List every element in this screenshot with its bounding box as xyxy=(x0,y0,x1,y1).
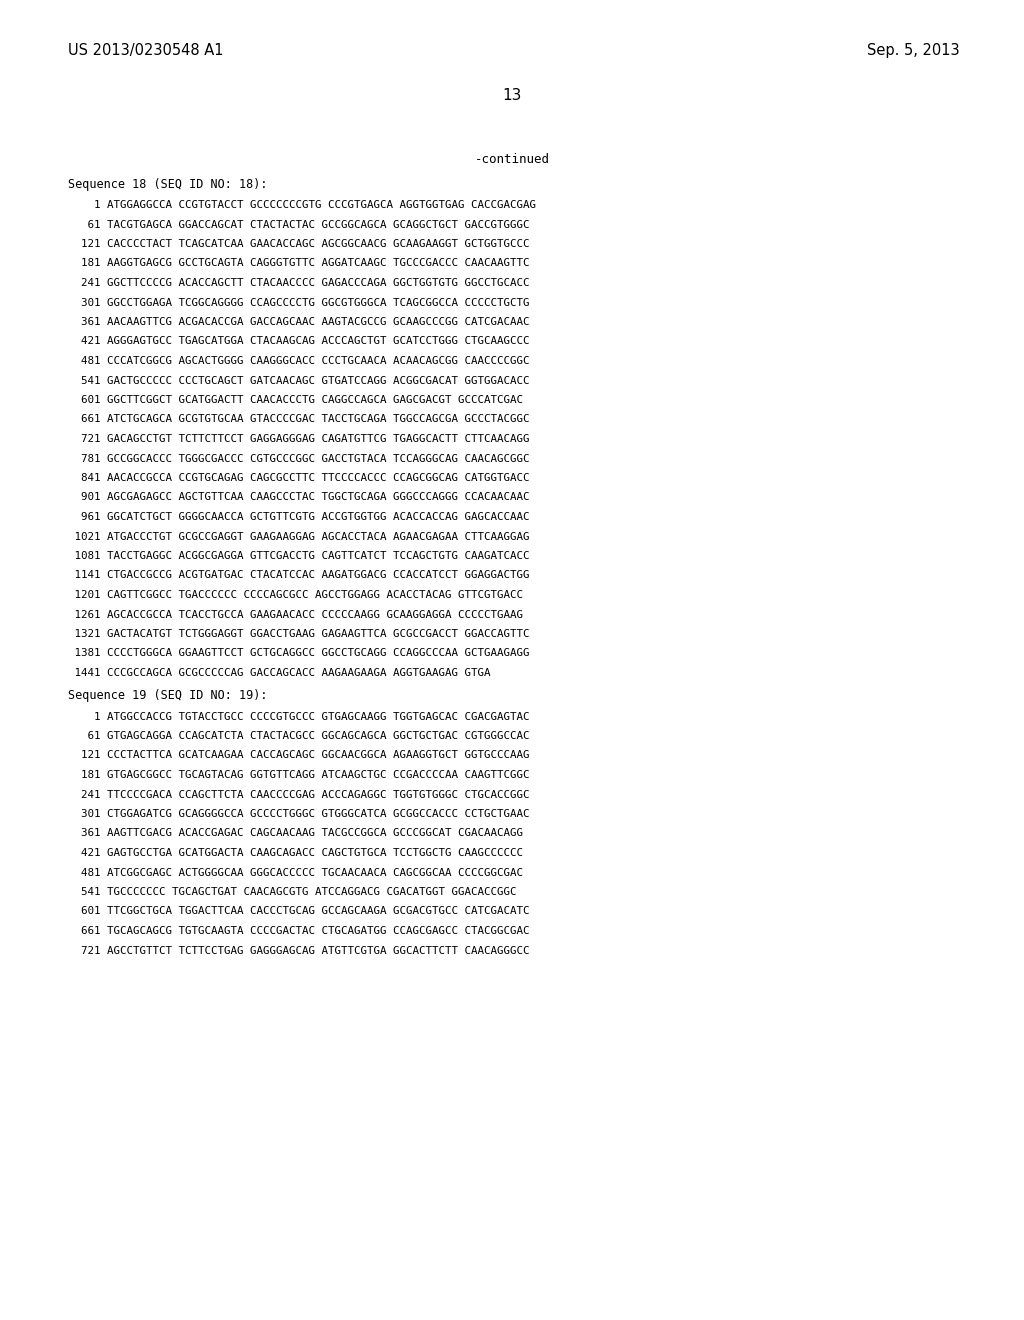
Text: 1 ATGGCCACCG TGTACCTGCC CCCCGTGCCC GTGAGCAAGG TGGTGAGCAC CGACGAGTAC: 1 ATGGCCACCG TGTACCTGCC CCCCGTGCCC GTGAG… xyxy=(68,711,529,722)
Text: -continued: -continued xyxy=(474,153,550,166)
Text: Sequence 18 (SEQ ID NO: 18):: Sequence 18 (SEQ ID NO: 18): xyxy=(68,178,267,191)
Text: 301 GGCCTGGAGA TCGGCAGGGG CCAGCCCCTG GGCGTGGGCA TCAGCGGCCA CCCCCTGCTG: 301 GGCCTGGAGA TCGGCAGGGG CCAGCCCCTG GGC… xyxy=(68,297,529,308)
Text: 661 TGCAGCAGCG TGTGCAAGTA CCCCGACTAC CTGCAGATGG CCAGCGAGCC CTACGGCGAC: 661 TGCAGCAGCG TGTGCAAGTA CCCCGACTAC CTG… xyxy=(68,927,529,936)
Text: 181 GTGAGCGGCC TGCAGTACAG GGTGTTCAGG ATCAAGCTGC CCGACCCCAA CAAGTTCGGC: 181 GTGAGCGGCC TGCAGTACAG GGTGTTCAGG ATC… xyxy=(68,770,529,780)
Text: 721 AGCCTGTTCT TCTTCCTGAG GAGGGAGCAG ATGTTCGTGA GGCACTTCTT CAACAGGGCC: 721 AGCCTGTTCT TCTTCCTGAG GAGGGAGCAG ATG… xyxy=(68,945,529,956)
Text: 421 GAGTGCCTGA GCATGGACTA CAAGCAGACC CAGCTGTGCA TCCTGGCTG CAAGCCCCCC: 421 GAGTGCCTGA GCATGGACTA CAAGCAGACC CAG… xyxy=(68,847,523,858)
Text: 241 GGCTTCCCCG ACACCAGCTT CTACAACCCC GAGACCCAGA GGCTGGTGTG GGCCTGCACC: 241 GGCTTCCCCG ACACCAGCTT CTACAACCCC GAG… xyxy=(68,279,529,288)
Text: 1261 AGCACCGCCA TCACCTGCCA GAAGAACACC CCCCCAAGG GCAAGGAGGA CCCCCTGAAG: 1261 AGCACCGCCA TCACCTGCCA GAAGAACACC CC… xyxy=(68,610,523,619)
Text: 421 AGGGAGTGCC TGAGCATGGA CTACAAGCAG ACCCAGCTGT GCATCCTGGG CTGCAAGCCC: 421 AGGGAGTGCC TGAGCATGGA CTACAAGCAG ACC… xyxy=(68,337,529,346)
Text: 61 GTGAGCAGGA CCAGCATCTA CTACTACGCC GGCAGCAGCA GGCTGCTGAC CGTGGGCCAC: 61 GTGAGCAGGA CCAGCATCTA CTACTACGCC GGCA… xyxy=(68,731,529,741)
Text: 241 TTCCCCGACA CCAGCTTCTA CAACCCCGAG ACCCAGAGGC TGGTGTGGGC CTGCACCGGC: 241 TTCCCCGACA CCAGCTTCTA CAACCCCGAG ACC… xyxy=(68,789,529,800)
Text: 541 GACTGCCCCC CCCTGCAGCT GATCAACAGC GTGATCCAGG ACGGCGACAT GGTGGACACC: 541 GACTGCCCCC CCCTGCAGCT GATCAACAGC GTG… xyxy=(68,375,529,385)
Text: Sep. 5, 2013: Sep. 5, 2013 xyxy=(867,44,961,58)
Text: 481 CCCATCGGCG AGCACTGGGG CAAGGGCACC CCCTGCAACA ACAACAGCGG CAACCCCGGC: 481 CCCATCGGCG AGCACTGGGG CAAGGGCACC CCC… xyxy=(68,356,529,366)
Text: 1 ATGGAGGCCA CCGTGTACCT GCCCCCCCGTG CCCGTGAGCA AGGTGGTGAG CACCGACGAG: 1 ATGGAGGCCA CCGTGTACCT GCCCCCCCGTG CCCG… xyxy=(68,201,536,210)
Text: 1141 CTGACCGCCG ACGTGATGAC CTACATCCAC AAGATGGACG CCACCATCCT GGAGGACTGG: 1141 CTGACCGCCG ACGTGATGAC CTACATCCAC AA… xyxy=(68,570,529,581)
Text: 121 CACCCCTACT TCAGCATCAA GAACACCAGC AGCGGCAACG GCAAGAAGGT GCTGGTGCCC: 121 CACCCCTACT TCAGCATCAA GAACACCAGC AGC… xyxy=(68,239,529,249)
Text: 721 GACAGCCTGT TCTTCTTCCT GAGGAGGGAG CAGATGTTCG TGAGGCACTT CTTCAACAGG: 721 GACAGCCTGT TCTTCTTCCT GAGGAGGGAG CAG… xyxy=(68,434,529,444)
Text: 961 GGCATCTGCT GGGGCAACCA GCTGTTCGTG ACCGTGGTGG ACACCACCAG GAGCACCAAC: 961 GGCATCTGCT GGGGCAACCA GCTGTTCGTG ACC… xyxy=(68,512,529,521)
Text: 901 AGCGAGAGCC AGCTGTTCAA CAAGCCCTAC TGGCTGCAGA GGGCCCAGGG CCACAACAAC: 901 AGCGAGAGCC AGCTGTTCAA CAAGCCCTAC TGG… xyxy=(68,492,529,503)
Text: 481 ATCGGCGAGC ACTGGGGCAA GGGCACCCCC TGCAACAACA CAGCGGCAA CCCCGGCGAC: 481 ATCGGCGAGC ACTGGGGCAA GGGCACCCCC TGC… xyxy=(68,867,523,878)
Text: 601 TTCGGCTGCA TGGACTTCAA CACCCTGCAG GCCAGCAAGA GCGACGTGCC CATCGACATC: 601 TTCGGCTGCA TGGACTTCAA CACCCTGCAG GCC… xyxy=(68,907,529,916)
Text: 181 AAGGTGAGCG GCCTGCAGTA CAGGGTGTTC AGGATCAAGC TGCCCGACCC CAACAAGTTC: 181 AAGGTGAGCG GCCTGCAGTA CAGGGTGTTC AGG… xyxy=(68,259,529,268)
Text: 1021 ATGACCCTGT GCGCCGAGGT GAAGAAGGAG AGCACCTACA AGAACGAGAA CTTCAAGGAG: 1021 ATGACCCTGT GCGCCGAGGT GAAGAAGGAG AG… xyxy=(68,532,529,541)
Text: 1201 CAGTTCGGCC TGACCCCCC CCCCAGCGCC AGCCTGGAGG ACACCTACAG GTTCGTGACC: 1201 CAGTTCGGCC TGACCCCCC CCCCAGCGCC AGC… xyxy=(68,590,523,601)
Text: 61 TACGTGAGCA GGACCAGCAT CTACTACTAC GCCGGCAGCA GCAGGCTGCT GACCGTGGGC: 61 TACGTGAGCA GGACCAGCAT CTACTACTAC GCCG… xyxy=(68,219,529,230)
Text: 121 CCCTACTTCA GCATCAAGAA CACCAGCAGC GGCAACGGCA AGAAGGTGCT GGTGCCCAAG: 121 CCCTACTTCA GCATCAAGAA CACCAGCAGC GGC… xyxy=(68,751,529,760)
Text: 1081 TACCTGAGGC ACGGCGAGGA GTTCGACCTG CAGTTCATCT TCCAGCTGTG CAAGATCACC: 1081 TACCTGAGGC ACGGCGAGGA GTTCGACCTG CA… xyxy=(68,550,529,561)
Text: 361 AAGTTCGACG ACACCGAGAC CAGCAACAAG TACGCCGGCA GCCCGGCAT CGACAACAGG: 361 AAGTTCGACG ACACCGAGAC CAGCAACAAG TAC… xyxy=(68,829,523,838)
Text: 301 CTGGAGATCG GCAGGGGCCA GCCCCTGGGC GTGGGCATCA GCGGCCACCC CCTGCTGAAC: 301 CTGGAGATCG GCAGGGGCCA GCCCCTGGGC GTG… xyxy=(68,809,529,818)
Text: 661 ATCTGCAGCA GCGTGTGCAA GTACCCCGAC TACCTGCAGA TGGCCAGCGA GCCCTACGGC: 661 ATCTGCAGCA GCGTGTGCAA GTACCCCGAC TAC… xyxy=(68,414,529,425)
Text: 541 TGCCCCCCC TGCAGCTGAT CAACAGCGTG ATCCAGGACG CGACATGGT GGACACCGGC: 541 TGCCCCCCC TGCAGCTGAT CAACAGCGTG ATCC… xyxy=(68,887,516,898)
Text: 1441 CCCGCCAGCA GCGCCCCCAG GACCAGCACC AAGAAGAAGA AGGTGAAGAG GTGA: 1441 CCCGCCAGCA GCGCCCCCAG GACCAGCACC AA… xyxy=(68,668,490,678)
Text: 1381 CCCCTGGGCA GGAAGTTCCT GCTGCAGGCC GGCCTGCAGG CCAGGCCCAA GCTGAAGAGG: 1381 CCCCTGGGCA GGAAGTTCCT GCTGCAGGCC GG… xyxy=(68,648,529,659)
Text: 1321 GACTACATGT TCTGGGAGGT GGACCTGAAG GAGAAGTTCA GCGCCGACCT GGACCAGTTC: 1321 GACTACATGT TCTGGGAGGT GGACCTGAAG GA… xyxy=(68,630,529,639)
Text: 361 AACAAGTTCG ACGACACCGA GACCAGCAAC AAGTACGCCG GCAAGCCCGG CATCGACAAC: 361 AACAAGTTCG ACGACACCGA GACCAGCAAC AAG… xyxy=(68,317,529,327)
Text: 13: 13 xyxy=(503,88,521,103)
Text: 781 GCCGGCACCC TGGGCGACCC CGTGCCCGGC GACCTGTACA TCCAGGGCAG CAACAGCGGC: 781 GCCGGCACCC TGGGCGACCC CGTGCCCGGC GAC… xyxy=(68,454,529,463)
Text: US 2013/0230548 A1: US 2013/0230548 A1 xyxy=(68,44,223,58)
Text: 601 GGCTTCGGCT GCATGGACTT CAACACCCTG CAGGCCAGCA GAGCGACGT GCCCATCGAC: 601 GGCTTCGGCT GCATGGACTT CAACACCCTG CAG… xyxy=(68,395,523,405)
Text: Sequence 19 (SEQ ID NO: 19):: Sequence 19 (SEQ ID NO: 19): xyxy=(68,689,267,702)
Text: 841 AACACCGCCA CCGTGCAGAG CAGCGCCTTC TTCCCCACCC CCAGCGGCAG CATGGTGACC: 841 AACACCGCCA CCGTGCAGAG CAGCGCCTTC TTC… xyxy=(68,473,529,483)
